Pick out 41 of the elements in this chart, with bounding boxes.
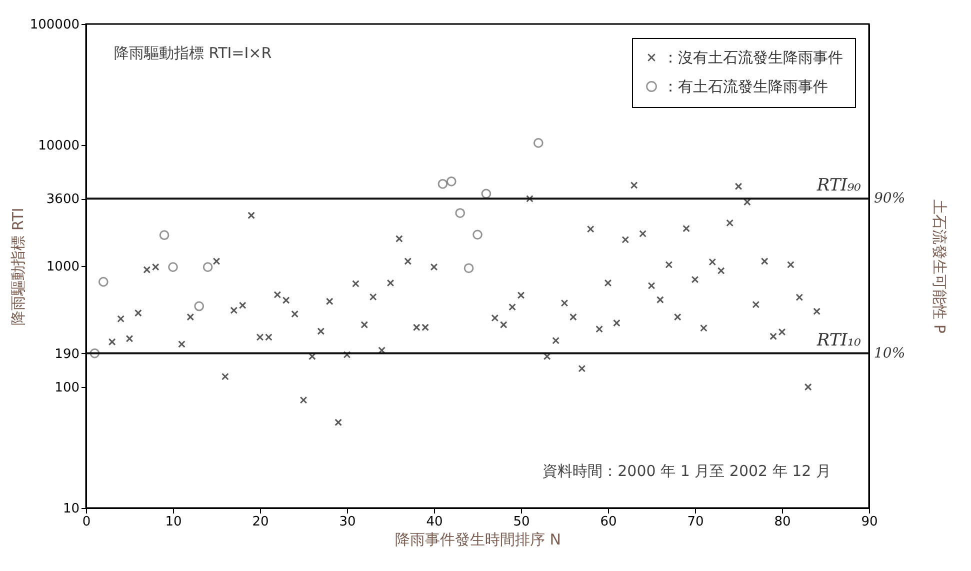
- x-tick-label: 50: [513, 514, 530, 530]
- x-tick-label: 90: [861, 514, 878, 530]
- ref-line-label: RTI₉₀: [816, 176, 862, 196]
- ref-line-label: RTI₁₀: [816, 330, 862, 350]
- y-tick-label: 1000: [46, 260, 80, 274]
- x-tick-label: 0: [82, 514, 91, 530]
- annotation: 降雨驅動指標 RTI=I×R: [114, 44, 272, 62]
- y-tick-label: 10000: [38, 138, 80, 154]
- point: [533, 138, 544, 148]
- point: [464, 263, 474, 274]
- point: [455, 208, 466, 218]
- annotation: 資料時間：2000 年 1 月至 2002 年 12 月: [542, 462, 831, 480]
- point: [159, 230, 170, 240]
- point: [202, 262, 213, 272]
- point: [472, 230, 482, 240]
- point: [90, 348, 100, 358]
- x-axis-title: 降雨事件發生時間排序 N: [395, 530, 561, 548]
- y-tick-label: 100000: [30, 18, 80, 32]
- x-tick-label: 70: [687, 514, 704, 530]
- text: 90%: [874, 190, 906, 207]
- y-tick-label: 10: [62, 502, 80, 516]
- legend-label: ：沒有土石流發生降雨事件: [663, 48, 843, 66]
- x-tick-label: 80: [774, 514, 791, 530]
- point: [438, 178, 448, 189]
- x-tick-label: 10: [165, 514, 182, 530]
- y-tick-label: 3600: [46, 192, 80, 208]
- point: [446, 176, 456, 186]
- text: 10%: [874, 345, 906, 362]
- point: [194, 301, 204, 312]
- point: [481, 188, 492, 199]
- y-tick-label: 190: [54, 346, 80, 362]
- x-tick-label: 20: [252, 514, 269, 530]
- x-tick-label: 30: [339, 514, 356, 530]
- point: [168, 262, 178, 272]
- y-axis-title: 降雨驅動指標 RTI: [8, 208, 27, 326]
- legend-label: ：有土石流發生降雨事件: [663, 78, 828, 96]
- y2-axis-title: 土石流發生可能性 P: [930, 200, 948, 334]
- x-tick-label: 40: [426, 514, 443, 530]
- x-tick-label: 60: [600, 514, 617, 530]
- point: [98, 276, 108, 287]
- y-tick-label: 100: [54, 380, 80, 396]
